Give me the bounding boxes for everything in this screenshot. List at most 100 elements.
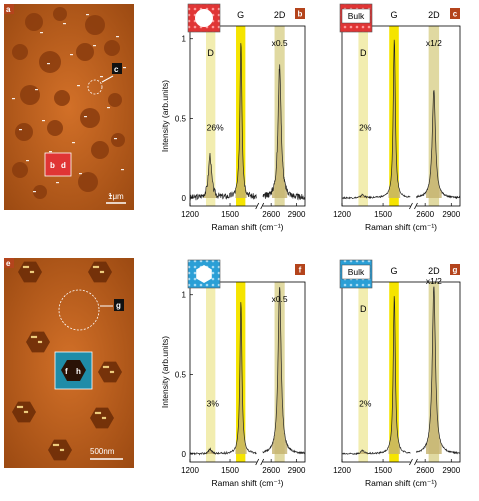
band-label-2d: 2D bbox=[428, 266, 440, 276]
afm-particle bbox=[25, 410, 29, 414]
spectrum-line-left bbox=[341, 39, 411, 200]
twod-peak-fill bbox=[426, 89, 442, 198]
axes-frame bbox=[341, 281, 461, 463]
afm-hole bbox=[111, 133, 125, 147]
d-band bbox=[358, 282, 369, 462]
axes-frame bbox=[189, 281, 306, 463]
afm-particle bbox=[101, 270, 105, 274]
afm-particle bbox=[31, 270, 35, 274]
d-peak-fill bbox=[355, 194, 370, 198]
afm-particle bbox=[30, 335, 34, 339]
afm-particle bbox=[100, 76, 103, 78]
x-axis-label: Raman shift (cm⁻¹) bbox=[365, 222, 437, 232]
afm-hole bbox=[76, 43, 94, 61]
afm-image-e: g f h e 500nm bbox=[4, 258, 134, 468]
g-peak-fill bbox=[388, 294, 401, 454]
x-tick-label: 1500 bbox=[221, 466, 239, 475]
x-tick-label: 2900 bbox=[442, 466, 460, 475]
panel-label-bg bbox=[295, 264, 305, 275]
afm-particle bbox=[29, 270, 33, 274]
g-peak-fill bbox=[388, 38, 401, 199]
afm-particle bbox=[59, 448, 63, 452]
x-tick-label: 1500 bbox=[221, 210, 239, 219]
scale-note: x1/2 bbox=[426, 38, 442, 48]
d-band bbox=[206, 282, 216, 462]
afm-particle bbox=[102, 365, 106, 369]
afm-hole bbox=[80, 108, 100, 128]
afm-hole bbox=[104, 40, 120, 56]
x-tick-label: 2600 bbox=[416, 466, 434, 475]
x-tick-label: 2600 bbox=[262, 466, 280, 475]
afm-particle bbox=[26, 160, 29, 162]
afm-particle bbox=[56, 182, 59, 184]
axis-break-mark bbox=[255, 458, 260, 466]
spectra-panels: 1200 1500 2600 2900 Raman shift (cm⁻¹) 0 0.5 1 I… bbox=[160, 3, 461, 488]
band-label-d: D bbox=[207, 48, 214, 58]
afm-particle bbox=[54, 443, 58, 447]
axis-break-mark bbox=[414, 458, 418, 466]
spectrum-line-right bbox=[416, 286, 461, 455]
scale-note: x0.5 bbox=[272, 38, 288, 48]
afm-particle bbox=[109, 370, 113, 374]
afm-hole bbox=[15, 123, 33, 141]
afm-particle bbox=[33, 191, 36, 193]
afm-particle bbox=[79, 173, 82, 175]
afm-particle bbox=[56, 443, 60, 447]
twod-peak-fill bbox=[272, 65, 288, 198]
x-tick-label: 1500 bbox=[374, 210, 392, 219]
band-label-g: G bbox=[237, 10, 244, 20]
marker-h: h bbox=[76, 367, 81, 376]
panel-label-e-bg bbox=[4, 258, 14, 268]
axis-break-bg bbox=[410, 202, 417, 210]
afm-image-a: b d c a 1μm bbox=[4, 4, 134, 210]
spectrum-line-right bbox=[262, 287, 306, 455]
x-tick-label: 2900 bbox=[288, 210, 306, 219]
spectrum-panel-c: 1200 1500 2600 2900 Raman shift (cm⁻¹) D G 2D x1… bbox=[333, 3, 461, 232]
panel-label-b: b bbox=[298, 10, 303, 19]
afm-particle bbox=[116, 36, 119, 38]
panel-label-f: f bbox=[299, 266, 302, 275]
panel-label-a: a bbox=[6, 5, 11, 14]
afm-hole bbox=[54, 90, 70, 106]
afm-particle bbox=[96, 411, 100, 415]
d-band bbox=[358, 26, 369, 206]
d-ratio-label: 26% bbox=[207, 122, 224, 132]
y-tick-label: 0 bbox=[182, 194, 187, 203]
d-peak-fill bbox=[203, 154, 217, 198]
x-tick-label: 1500 bbox=[374, 466, 392, 475]
panel-label-c: c bbox=[453, 10, 458, 19]
panel-label-a-bg bbox=[4, 4, 14, 14]
afm-particle bbox=[40, 32, 43, 34]
y-tick-label: 0 bbox=[182, 450, 187, 459]
spectrum-panel-b: 1200 1500 2600 2900 Raman shift (cm⁻¹) 0 0.5 1 I… bbox=[160, 3, 306, 232]
marker-c: c bbox=[114, 65, 119, 74]
hexagon-hole-fh bbox=[61, 360, 86, 381]
band-label-d: D bbox=[360, 48, 367, 58]
panel-label-bg bbox=[450, 8, 460, 19]
afm-particle bbox=[86, 14, 89, 16]
y-tick-label: 0.5 bbox=[175, 370, 187, 379]
axis-break-mark bbox=[255, 202, 260, 210]
afm-particle bbox=[99, 270, 103, 274]
afm-particle bbox=[70, 54, 73, 56]
y-tick-label: 1 bbox=[182, 291, 187, 300]
afm-particle bbox=[94, 411, 98, 415]
afm-particle bbox=[49, 151, 52, 153]
afm-particle bbox=[106, 365, 110, 369]
selection-box-bd bbox=[44, 152, 72, 177]
twod-peak-fill bbox=[426, 286, 442, 454]
afm-particle bbox=[37, 340, 41, 344]
afm-particle bbox=[121, 169, 124, 171]
afm-hole bbox=[85, 15, 105, 35]
g-peak-fill bbox=[235, 301, 247, 454]
afm-particle bbox=[77, 85, 80, 87]
marker-b: b bbox=[50, 161, 55, 170]
afm-particle bbox=[16, 405, 20, 409]
x-tick-label: 1200 bbox=[333, 466, 351, 475]
axis-break-bg bbox=[256, 458, 263, 466]
afm-particle bbox=[101, 416, 105, 420]
marker-g: g bbox=[116, 301, 121, 310]
panel-label-e: e bbox=[6, 259, 11, 268]
afm-particle bbox=[93, 45, 96, 47]
